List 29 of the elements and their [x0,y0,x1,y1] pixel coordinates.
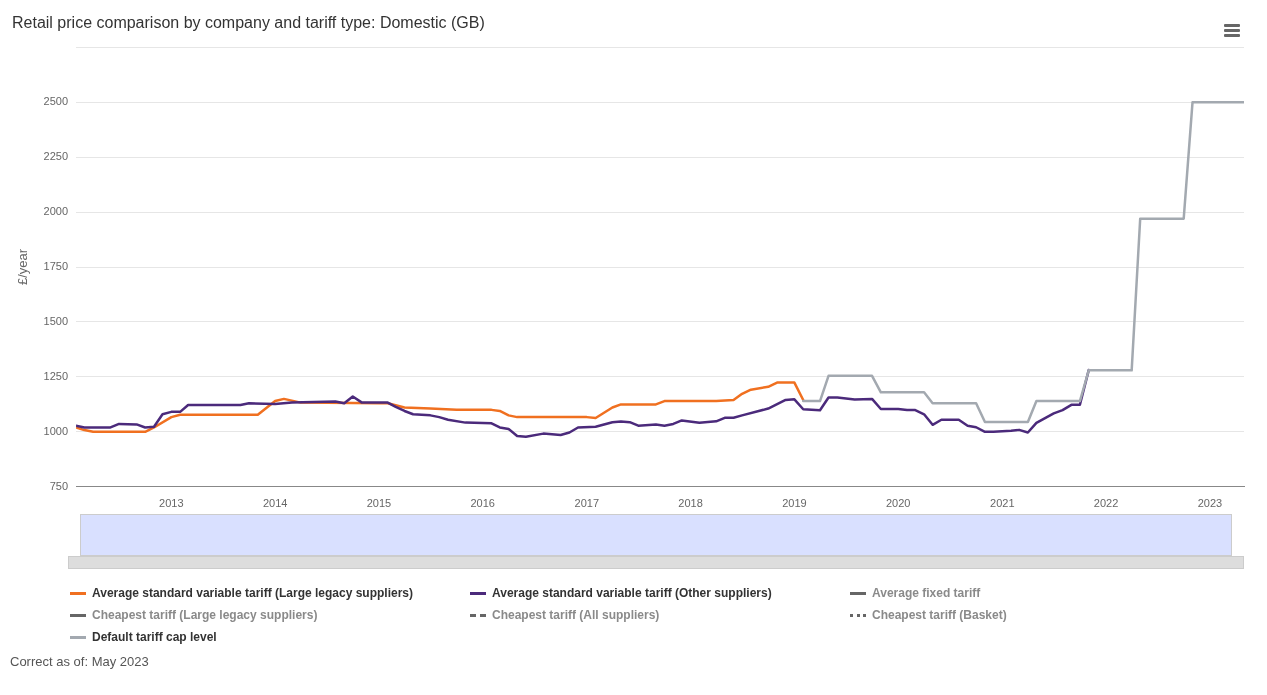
x-tick-label: 2014 [262,497,288,510]
x-tick-label: 2017 [574,497,600,510]
text: Correct as of: May 2023 [10,654,150,669]
x-tick-label: 2020 [885,497,911,510]
y-tick-label: 1500 [43,314,69,327]
x-tick-label: 2018 [678,497,703,510]
legend-label: Average fixed tariff [872,586,981,600]
x-tick-label: 2022 [1093,497,1119,510]
y-tick-label: 2000 [43,205,69,218]
y-tick-label: 750 [49,479,69,492]
x-tick-label: 2021 [990,497,1015,510]
y-axis-title: £/year [15,248,31,286]
x-tick-label: 2016 [470,497,495,510]
x-tick-label: 2015 [366,497,392,510]
legend-label: Average standard variable tariff (Other suppliers) [492,586,772,600]
x-tick-label: 2023 [1197,497,1223,510]
legend-label: Default tariff cap level [92,630,217,644]
y-tick-label: 2250 [43,150,69,163]
chart-title: Retail price comparison by company and tariff type: Domestic (GB) [12,14,485,32]
x-tick-label: 2019 [782,497,807,510]
y-tick-label: 1000 [43,424,69,437]
y-tick-label: 1750 [43,260,69,273]
legend-label: Average standard variable tariff (Large legacy suppliers) [92,586,414,600]
legend-label: Cheapest tariff (Basket) [872,608,1007,622]
y-tick-label: 1250 [43,369,69,382]
legend-label: Cheapest tariff (Large legacy suppliers) [92,608,318,622]
legend-label: Cheapest tariff (All suppliers) [492,608,660,622]
x-tick-label: 2013 [159,497,184,510]
y-tick-label: 2500 [43,95,69,108]
